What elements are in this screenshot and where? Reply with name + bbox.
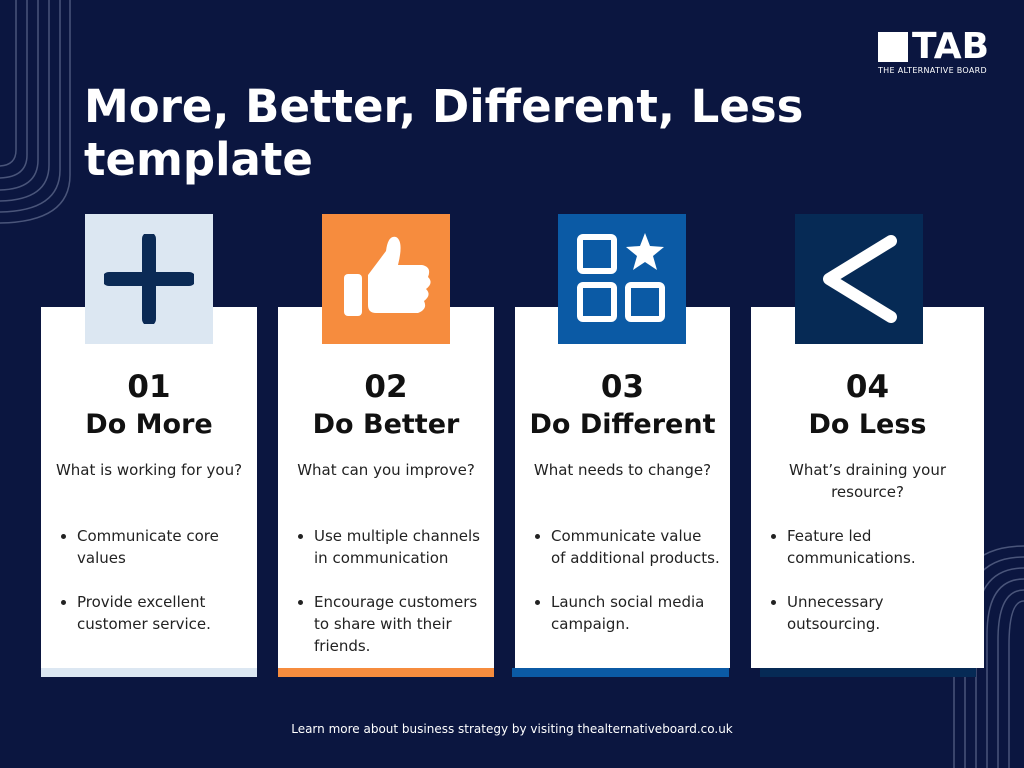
card-strip	[760, 668, 976, 677]
card-do-better: 02 Do Better What can you improve? Use m…	[278, 307, 494, 668]
card-strip	[278, 668, 494, 677]
decorative-lines	[0, 0, 71, 224]
logo-mark-icon	[878, 32, 908, 62]
card-do-different: 03 Do Different What needs to change? Co…	[515, 307, 730, 668]
grid-star-icon	[558, 214, 686, 344]
less-than-icon	[795, 214, 923, 344]
plus-icon	[85, 214, 213, 344]
page-title: More, Better, Different, Less template	[84, 80, 804, 186]
card-strip	[41, 668, 257, 677]
card-strip	[512, 668, 729, 677]
thumbs-up-icon	[322, 214, 450, 344]
tab-logo: TAB THE ALTERNATIVE BOARD	[878, 26, 990, 75]
card-do-more: 01 Do More What is working for you? Comm…	[41, 307, 257, 668]
card-do-less: 04 Do Less What’s draining your resource…	[751, 307, 984, 668]
footer-text: Learn more about business strategy by vi…	[291, 722, 733, 736]
